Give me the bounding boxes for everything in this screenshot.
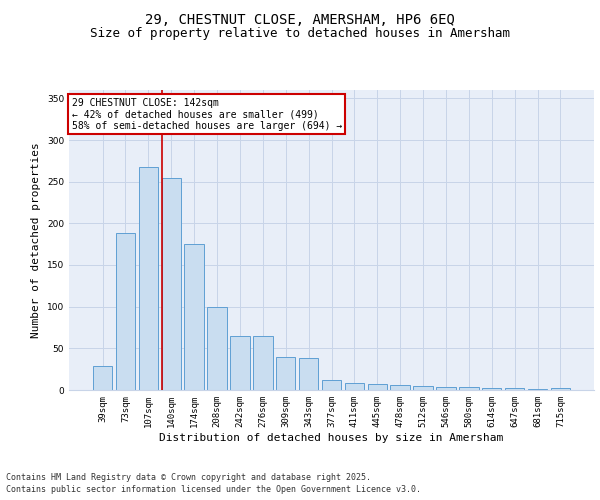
Bar <box>208 306 227 390</box>
Bar <box>413 386 433 390</box>
Text: Contains public sector information licensed under the Open Government Licence v3: Contains public sector information licen… <box>6 485 421 494</box>
Text: 29 CHESTNUT CLOSE: 142sqm
← 42% of detached houses are smaller (499)
58% of semi: 29 CHESTNUT CLOSE: 142sqm ← 42% of detac… <box>71 98 342 130</box>
Bar <box>93 366 112 390</box>
Bar <box>139 166 158 390</box>
Text: Contains HM Land Registry data © Crown copyright and database right 2025.: Contains HM Land Registry data © Crown c… <box>6 472 371 482</box>
Bar <box>253 336 272 390</box>
Bar <box>551 388 570 390</box>
Bar <box>391 385 410 390</box>
X-axis label: Distribution of detached houses by size in Amersham: Distribution of detached houses by size … <box>160 432 503 442</box>
Text: 29, CHESTNUT CLOSE, AMERSHAM, HP6 6EQ: 29, CHESTNUT CLOSE, AMERSHAM, HP6 6EQ <box>145 12 455 26</box>
Text: Size of property relative to detached houses in Amersham: Size of property relative to detached ho… <box>90 28 510 40</box>
Bar <box>528 389 547 390</box>
Bar <box>436 386 455 390</box>
Bar <box>116 234 135 390</box>
Y-axis label: Number of detached properties: Number of detached properties <box>31 142 41 338</box>
Bar <box>230 336 250 390</box>
Bar <box>184 244 204 390</box>
Bar <box>276 356 295 390</box>
Bar <box>368 384 387 390</box>
Bar <box>482 388 502 390</box>
Bar <box>459 386 479 390</box>
Bar <box>161 178 181 390</box>
Bar <box>505 388 524 390</box>
Bar <box>344 382 364 390</box>
Bar <box>299 358 319 390</box>
Bar <box>322 380 341 390</box>
